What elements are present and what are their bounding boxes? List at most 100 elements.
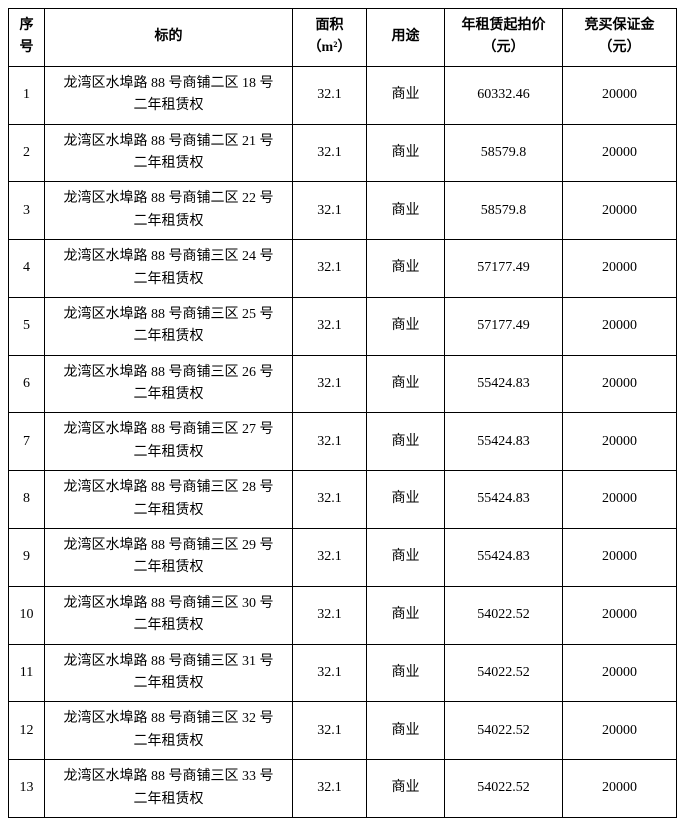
table-row: 1龙湾区水埠路 88 号商铺二区 18 号二年租赁权32.1商业60332.46…	[9, 66, 677, 124]
cell-deposit: 20000	[563, 702, 677, 760]
cell-usage: 商业	[367, 586, 445, 644]
cell-price: 54022.52	[445, 760, 563, 818]
header-deposit: 竞买保证金 （元）	[563, 9, 677, 67]
cell-area: 32.1	[293, 760, 367, 818]
header-subject: 标的	[45, 9, 293, 67]
table-row: 12龙湾区水埠路 88 号商铺三区 32 号二年租赁权32.1商业54022.5…	[9, 702, 677, 760]
cell-deposit: 20000	[563, 66, 677, 124]
cell-subject-l1: 龙湾区水埠路 88 号商铺三区 32 号	[47, 708, 290, 730]
table-header-row: 序 号 标的 面积 （m²） 用途 年租赁起拍价 （元） 竞买保证金 （元）	[9, 9, 677, 67]
cell-usage: 商业	[367, 355, 445, 413]
cell-usage: 商业	[367, 702, 445, 760]
cell-subject-l2: 二年租赁权	[47, 673, 290, 695]
cell-area: 32.1	[293, 355, 367, 413]
cell-seq: 6	[9, 355, 45, 413]
cell-deposit: 20000	[563, 413, 677, 471]
cell-price: 55424.83	[445, 529, 563, 587]
cell-price: 54022.52	[445, 644, 563, 702]
cell-deposit: 20000	[563, 471, 677, 529]
cell-usage: 商业	[367, 760, 445, 818]
header-deposit-l2: （元）	[565, 37, 674, 59]
cell-subject-l2: 二年租赁权	[47, 789, 290, 811]
cell-seq: 9	[9, 529, 45, 587]
cell-area: 32.1	[293, 529, 367, 587]
cell-deposit: 20000	[563, 529, 677, 587]
cell-seq: 11	[9, 644, 45, 702]
cell-usage: 商业	[367, 471, 445, 529]
cell-area: 32.1	[293, 644, 367, 702]
cell-subject-l1: 龙湾区水埠路 88 号商铺三区 30 号	[47, 593, 290, 615]
cell-usage: 商业	[367, 240, 445, 298]
cell-subject: 龙湾区水埠路 88 号商铺三区 28 号二年租赁权	[45, 471, 293, 529]
cell-price: 58579.8	[445, 124, 563, 182]
cell-usage: 商业	[367, 644, 445, 702]
cell-subject-l2: 二年租赁权	[47, 442, 290, 464]
table-row: 4龙湾区水埠路 88 号商铺三区 24 号二年租赁权32.1商业57177.49…	[9, 240, 677, 298]
lease-auction-table: 序 号 标的 面积 （m²） 用途 年租赁起拍价 （元） 竞买保证金 （元）	[8, 8, 677, 818]
cell-subject-l2: 二年租赁权	[47, 153, 290, 175]
table-row: 13龙湾区水埠路 88 号商铺三区 33 号二年租赁权32.1商业54022.5…	[9, 760, 677, 818]
cell-price: 54022.52	[445, 586, 563, 644]
cell-subject-l2: 二年租赁权	[47, 384, 290, 406]
cell-seq: 7	[9, 413, 45, 471]
cell-seq: 1	[9, 66, 45, 124]
cell-area: 32.1	[293, 586, 367, 644]
cell-seq: 2	[9, 124, 45, 182]
header-price-l1: 年租赁起拍价	[447, 15, 560, 37]
cell-subject-l1: 龙湾区水埠路 88 号商铺三区 33 号	[47, 766, 290, 788]
cell-deposit: 20000	[563, 644, 677, 702]
header-seq: 序 号	[9, 9, 45, 67]
cell-deposit: 20000	[563, 124, 677, 182]
cell-subject-l1: 龙湾区水埠路 88 号商铺三区 27 号	[47, 419, 290, 441]
cell-subject-l2: 二年租赁权	[47, 500, 290, 522]
cell-subject-l2: 二年租赁权	[47, 269, 290, 291]
cell-subject-l1: 龙湾区水埠路 88 号商铺三区 28 号	[47, 477, 290, 499]
cell-subject: 龙湾区水埠路 88 号商铺三区 26 号二年租赁权	[45, 355, 293, 413]
cell-usage: 商业	[367, 413, 445, 471]
cell-seq: 5	[9, 297, 45, 355]
cell-area: 32.1	[293, 240, 367, 298]
cell-subject-l1: 龙湾区水埠路 88 号商铺二区 21 号	[47, 131, 290, 153]
cell-price: 57177.49	[445, 297, 563, 355]
cell-seq: 13	[9, 760, 45, 818]
cell-subject: 龙湾区水埠路 88 号商铺二区 18 号二年租赁权	[45, 66, 293, 124]
cell-subject-l2: 二年租赁权	[47, 95, 290, 117]
cell-subject: 龙湾区水埠路 88 号商铺三区 31 号二年租赁权	[45, 644, 293, 702]
cell-price: 55424.83	[445, 471, 563, 529]
cell-subject-l1: 龙湾区水埠路 88 号商铺三区 29 号	[47, 535, 290, 557]
cell-usage: 商业	[367, 66, 445, 124]
header-area-l1: 面积	[295, 15, 364, 37]
cell-deposit: 20000	[563, 182, 677, 240]
cell-seq: 4	[9, 240, 45, 298]
header-usage: 用途	[367, 9, 445, 67]
cell-deposit: 20000	[563, 760, 677, 818]
cell-area: 32.1	[293, 413, 367, 471]
cell-subject: 龙湾区水埠路 88 号商铺三区 25 号二年租赁权	[45, 297, 293, 355]
cell-area: 32.1	[293, 702, 367, 760]
cell-price: 54022.52	[445, 702, 563, 760]
cell-subject-l2: 二年租赁权	[47, 211, 290, 233]
table-row: 8龙湾区水埠路 88 号商铺三区 28 号二年租赁权32.1商业55424.83…	[9, 471, 677, 529]
header-price: 年租赁起拍价 （元）	[445, 9, 563, 67]
cell-subject-l1: 龙湾区水埠路 88 号商铺二区 18 号	[47, 73, 290, 95]
table-row: 5龙湾区水埠路 88 号商铺三区 25 号二年租赁权32.1商业57177.49…	[9, 297, 677, 355]
header-seq-l1: 序	[11, 15, 42, 37]
cell-usage: 商业	[367, 182, 445, 240]
header-usage-l1: 用途	[392, 29, 420, 44]
cell-subject-l2: 二年租赁权	[47, 615, 290, 637]
header-area-l2: （m²）	[295, 37, 364, 59]
cell-subject: 龙湾区水埠路 88 号商铺三区 33 号二年租赁权	[45, 760, 293, 818]
table-row: 11龙湾区水埠路 88 号商铺三区 31 号二年租赁权32.1商业54022.5…	[9, 644, 677, 702]
cell-area: 32.1	[293, 124, 367, 182]
cell-price: 60332.46	[445, 66, 563, 124]
cell-price: 57177.49	[445, 240, 563, 298]
cell-area: 32.1	[293, 297, 367, 355]
table-body: 1龙湾区水埠路 88 号商铺二区 18 号二年租赁权32.1商业60332.46…	[9, 66, 677, 817]
cell-deposit: 20000	[563, 355, 677, 413]
cell-usage: 商业	[367, 297, 445, 355]
cell-subject-l1: 龙湾区水埠路 88 号商铺三区 25 号	[47, 304, 290, 326]
cell-price: 55424.83	[445, 355, 563, 413]
cell-subject-l1: 龙湾区水埠路 88 号商铺三区 24 号	[47, 246, 290, 268]
cell-usage: 商业	[367, 529, 445, 587]
cell-seq: 12	[9, 702, 45, 760]
